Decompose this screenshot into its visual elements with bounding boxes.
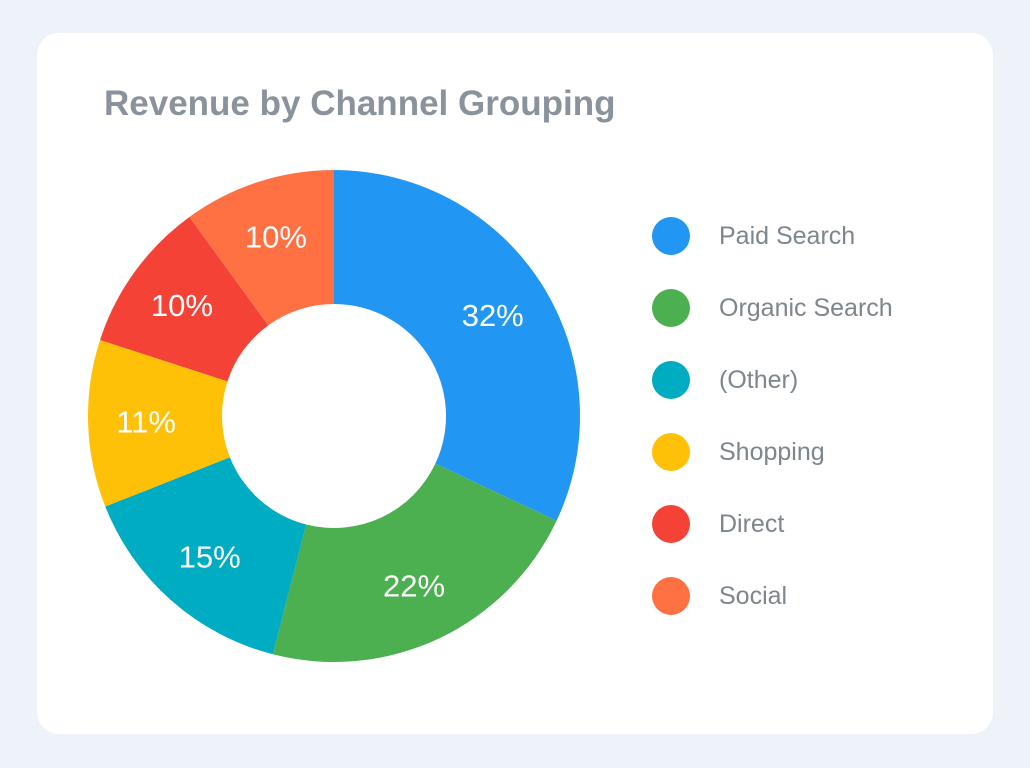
data-label-shopping: 11% (116, 404, 176, 439)
data-label-other: 15% (179, 540, 241, 575)
data-label-direct: 10% (151, 288, 213, 323)
slice-shopping (87, 339, 230, 507)
legend-label: (Other) (719, 366, 799, 394)
legend-swatch (652, 217, 690, 255)
chart-title: Revenue by Channel Grouping (104, 84, 616, 123)
legend-label: Paid Search (719, 222, 856, 250)
legend-swatch (652, 505, 690, 543)
data-label-organic-search: 22% (383, 569, 445, 604)
legend-swatch (652, 577, 690, 615)
slice-social (189, 170, 334, 326)
slice-organic-search (272, 463, 557, 662)
legend-label: Shopping (719, 438, 825, 466)
slice-other (105, 457, 307, 655)
legend-label: Social (719, 582, 788, 610)
legend-label: Direct (719, 510, 785, 538)
legend-label: Organic Search (719, 294, 893, 322)
data-label-social: 10% (245, 220, 307, 255)
legend-swatch (652, 433, 690, 471)
slice-direct (100, 216, 269, 382)
legend-swatch (652, 289, 690, 327)
data-label-paid-search: 32% (462, 298, 524, 333)
slice-paid-search (334, 170, 580, 521)
legend-swatch (652, 361, 690, 399)
